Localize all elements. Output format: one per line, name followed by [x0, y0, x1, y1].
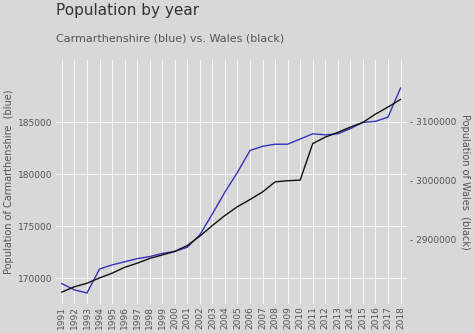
- Text: Carmarthenshire (blue) vs. Wales (black): Carmarthenshire (blue) vs. Wales (black): [55, 33, 284, 43]
- Y-axis label: Population of Wales  (black): Population of Wales (black): [460, 114, 470, 250]
- Y-axis label: Population of Carmarthenshire  (blue): Population of Carmarthenshire (blue): [4, 90, 14, 274]
- Text: Population by year: Population by year: [55, 3, 199, 18]
